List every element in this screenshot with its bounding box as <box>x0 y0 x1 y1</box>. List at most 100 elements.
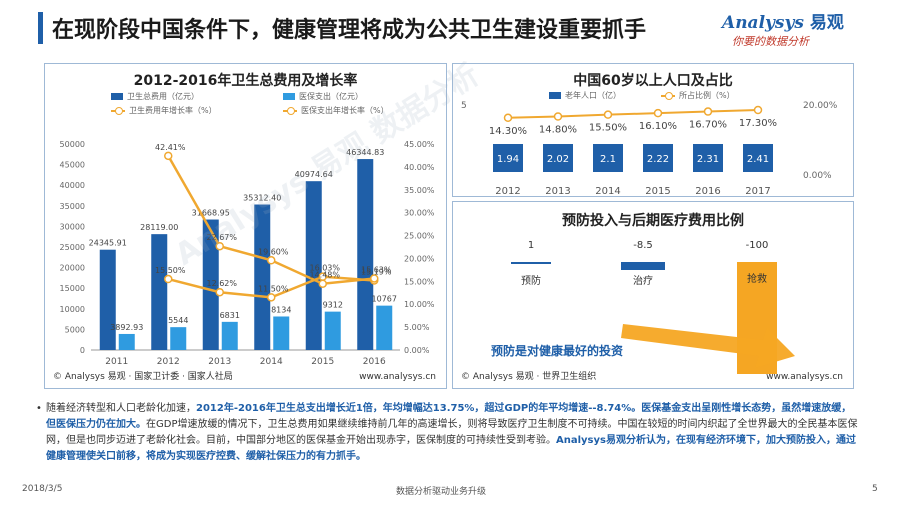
chart1-legend-line2: 医保支出年增长率（%） <box>283 105 389 116</box>
logo-tagline: 你要的数据分析 <box>732 35 809 48</box>
chart3-bar <box>621 262 665 270</box>
chart1-source: © Analysys 易观 · 国家卫计委 · 国家人社局 <box>53 372 233 382</box>
chart2-line-point <box>703 107 713 116</box>
chart1-bar-insurance <box>221 321 238 350</box>
chart2-line-ratio <box>507 109 759 119</box>
chart2-bar <box>643 144 673 172</box>
chart1-legend-bar2: 医保支出（亿元） <box>283 91 363 102</box>
chart1-bar-insurance <box>376 305 393 350</box>
chart1-yright-tick: 10.00% <box>404 300 435 309</box>
chart1-yleft-tick: 25000 <box>60 243 85 252</box>
chart1-yleft-tick: 0 <box>80 346 85 355</box>
chart1-x-tick: 2013 <box>208 357 231 367</box>
chart1-x-tick: 2012 <box>157 357 180 367</box>
chart2-line-point <box>753 105 763 115</box>
chart3-title: 预防投入与后期医疗费用比例 <box>562 213 744 229</box>
chart3-value-label: 1 <box>528 240 534 251</box>
chart1-x-tick: 2016 <box>363 357 386 367</box>
chart1-line-label: 15.63% <box>361 265 392 274</box>
chart1-yleft-tick: 40000 <box>60 181 85 190</box>
chart2-x-tick: 2014 <box>595 186 620 196</box>
page-number: 5 <box>872 484 878 494</box>
chart1-yleft-tick: 35000 <box>60 202 85 211</box>
chart1-yright-tick: 40.00% <box>404 163 435 172</box>
chart2-line-point <box>503 113 513 123</box>
chart1-label-insurance: 9312 <box>323 301 343 310</box>
chart1-label-insurance: 8134 <box>271 305 291 314</box>
analysys-logo: Analysys 易观 你要的数据分析 <box>722 8 882 54</box>
chart2-yright-tick: 20.00% <box>803 101 838 111</box>
chart2-bar <box>593 144 623 172</box>
logo-brand: Analysys <box>722 13 804 33</box>
chart1-yleft-tick: 20000 <box>60 264 85 273</box>
chart3-category-label: 预防 <box>521 274 541 287</box>
analysis-notes: • 随着经济转型和人口老龄化加速，2012年-2016年卫生总支出增长近1倍，年… <box>36 401 858 465</box>
chart2-line-label: 16.10% <box>639 121 677 132</box>
chart2-plot: 5 20.00% 0.00% 1.94 2012 2.02 2013 2.1 2014 2.22 2… <box>461 101 838 196</box>
chart2-line-label: 15.50% <box>589 123 627 134</box>
chart1-yright-tick: 5.00% <box>404 323 430 332</box>
chart1-bar-total <box>357 159 374 350</box>
chart1-yright-tick: 15.00% <box>404 277 435 286</box>
chart2-bar <box>693 144 723 172</box>
chart1-line-label: 16.03% <box>309 264 340 273</box>
chart2-bar-label: 2.41 <box>747 154 769 165</box>
bullet-icon: • <box>36 403 42 414</box>
chart2-x-tick: 2017 <box>745 186 770 196</box>
chart1-label-insurance: 6831 <box>220 311 240 320</box>
chart1-bar-total <box>151 234 168 350</box>
chart2-line-label: 16.70% <box>689 120 727 131</box>
chart2-line-label: 14.30% <box>489 126 527 137</box>
chart2-bar <box>543 144 573 172</box>
chart-health-expenditure-panel: 2012-2016年卫生总费用及增长率 卫生总费用（亿元） 医保支出（亿元） 卫… <box>44 63 447 389</box>
chart3-site: www.analysys.cn <box>766 372 843 382</box>
chart1-line-point <box>267 256 276 265</box>
chart1-line-label: 42.41% <box>155 143 186 152</box>
chart1-line-point <box>267 293 276 302</box>
chart2-legend-bar: 老年人口（亿） <box>549 90 621 101</box>
chart1-label-total: 46344.83 <box>346 148 384 157</box>
chart2-x-tick: 2016 <box>695 186 720 196</box>
chart1-bar-total <box>305 181 322 350</box>
chart1-line-point <box>164 274 173 284</box>
chart2-line-point <box>603 110 613 119</box>
footer-slogan: 数据分析驱动业务升级 <box>396 487 487 497</box>
chart2-bar-label: 2.22 <box>647 154 669 165</box>
chart1-title: 2012-2016年卫生总费用及增长率 <box>133 73 358 89</box>
notes-text-2: 在GDP增速放缓的情况下，卫生总费用如果继续维持前几年的高速增长，则将导致医疗卫… <box>46 419 858 446</box>
chart1-label-total: 31668.95 <box>192 209 230 218</box>
chart1-line-label: 15.19% <box>361 267 392 276</box>
chart2-bar-label: 2.31 <box>697 154 719 165</box>
chart1-legend-bar1: 卫生总费用（亿元） <box>111 91 199 102</box>
chart1-line-label: 12.62% <box>206 279 237 288</box>
notes-highlight-2: Analysys易观分析认为，在现有经济环境下，加大预防投入，通过健康管理使关口… <box>46 435 856 462</box>
chart2-bar-label: 2.1 <box>600 154 616 165</box>
chart2-x-tick: 2013 <box>545 186 570 196</box>
chart1-yright-tick: 25.00% <box>404 232 435 241</box>
chart1-line-label: 19.60% <box>258 247 289 256</box>
chart1-line-point <box>164 151 173 161</box>
chart2-legend-line: 所占比例（%） <box>661 90 735 101</box>
chart2-yleft-tick: 5 <box>461 101 467 111</box>
chart1-line-point <box>215 241 224 251</box>
chart1-label-insurance: 5544 <box>168 316 188 325</box>
chart1-x-tick: 2015 <box>311 357 334 367</box>
chart1-label-total: 28119.00 <box>140 223 178 232</box>
chart-elderly-population-panel: 中国60岁以上人口及占比 老年人口（亿） 所占比例（%） 5 20.00% 0.00… <box>452 63 854 197</box>
chart3-value-label: -100 <box>746 240 769 251</box>
chart1-line-point <box>215 287 224 297</box>
chart1-line-label: 22.67% <box>206 233 237 242</box>
footer-date: 2018/3/5 <box>22 484 63 494</box>
chart1-bar-total <box>254 204 271 350</box>
chart1-line-point <box>318 279 327 288</box>
chart1-label-insurance: 3892.93 <box>110 323 143 332</box>
chart3-value-label: -8.5 <box>633 240 653 251</box>
chart1-label-total: 40974.64 <box>295 170 333 179</box>
title-accent-bar <box>38 12 43 44</box>
chart1-yright-tick: 0.00% <box>404 346 430 355</box>
chart1-yleft-tick: 10000 <box>60 305 85 314</box>
chart1-yleft-tick: 50000 <box>60 140 85 149</box>
chart1-bar-insurance <box>273 316 290 350</box>
chart-prevention-ratio-panel: 预防投入与后期医疗费用比例 1 预防 -8.5 治疗 -100 抢救 预防是对健康最好的投… <box>452 201 854 389</box>
chart1-yleft-tick: 45000 <box>60 161 85 170</box>
